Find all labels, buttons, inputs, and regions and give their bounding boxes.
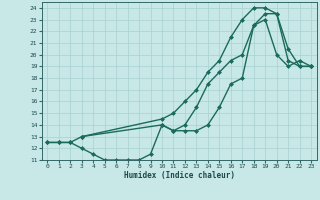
X-axis label: Humidex (Indice chaleur): Humidex (Indice chaleur): [124, 171, 235, 180]
